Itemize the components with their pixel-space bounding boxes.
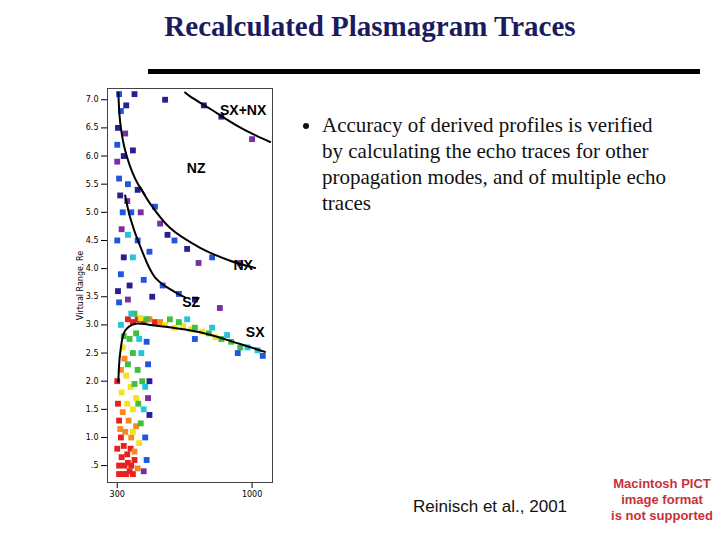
svg-text:2.0: 2.0 — [86, 377, 99, 386]
html-text:image format: image format — [621, 492, 703, 507]
svg-text:SX: SX — [246, 324, 265, 340]
svg-text:NX: NX — [233, 257, 253, 273]
svg-text:1000: 1000 — [242, 490, 262, 499]
html-text:is not supported: is not supported — [611, 508, 713, 523]
svg-text:NZ: NZ — [187, 160, 206, 176]
svg-text:SZ: SZ — [182, 294, 200, 310]
svg-text:6.0: 6.0 — [86, 152, 99, 161]
svg-text:1.0: 1.0 — [86, 433, 99, 442]
svg-text:3.5: 3.5 — [86, 292, 99, 301]
svg-text:SX+NX: SX+NX — [220, 102, 267, 118]
svg-text:2.5: 2.5 — [86, 349, 99, 358]
html-text:Macintosh PICT: Macintosh PICT — [613, 476, 711, 491]
html-text:Accuracy of derived profiles i: Accuracy of derived profiles is verified… — [322, 113, 667, 215]
svg-text:6.5: 6.5 — [86, 123, 99, 132]
svg-text:3.0: 3.0 — [86, 320, 99, 329]
svg-text:Virtual Range, Re: Virtual Range, Re — [76, 251, 85, 320]
svg-text:7.0: 7.0 — [86, 95, 99, 104]
svg-text:4.0: 4.0 — [86, 264, 99, 273]
svg-text:5.0: 5.0 — [86, 208, 99, 217]
svg-text:5.5: 5.5 — [86, 180, 99, 189]
svg-text:4.5: 4.5 — [86, 236, 99, 245]
svg-text:1.5: 1.5 — [86, 405, 99, 414]
svg-text:.5: .5 — [91, 461, 99, 470]
html-text:Reinisch et al., 2001: Reinisch et al., 2001 — [413, 497, 567, 516]
html-text:Recalculated Plasmagram Traces: Recalculated Plasmagram Traces — [164, 10, 576, 42]
svg-text:300: 300 — [110, 490, 125, 499]
